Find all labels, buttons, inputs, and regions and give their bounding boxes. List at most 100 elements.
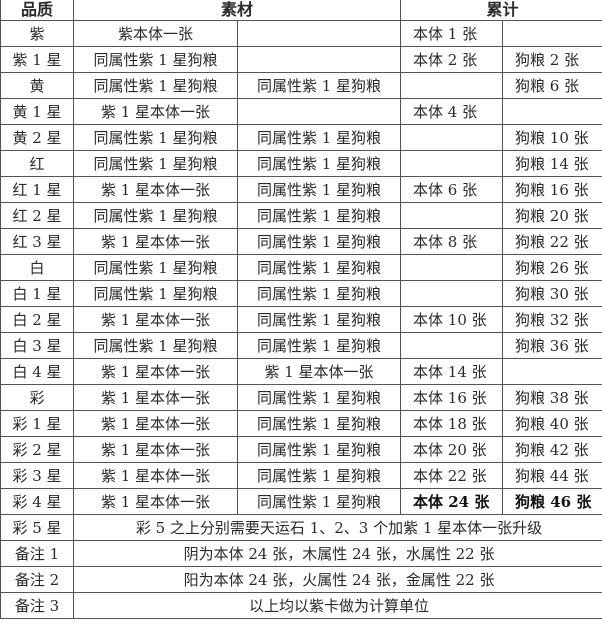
material-1-cell: 紫 1 星本体一张 [73,228,238,255]
total-fodder-cell: 狗粮 6 张 [502,72,602,99]
material-2-cell: 同属性紫 1 星狗粮 [236,384,402,411]
material-1-cell: 紫 1 星本体一张 [73,358,238,385]
quality-cell: 红 1 星 [0,176,74,203]
material-1-cell: 紫 1 星本体一张 [73,384,238,411]
table-row: 白 3 星同属性紫 1 星狗粮 同属性紫 1 星狗粮 狗粮 36 张 [0,332,602,359]
material-1-cell: 同属性紫 1 星狗粮 [73,254,238,281]
total-fodder-cell: 狗粮 2 张 [502,46,602,73]
header-row: 品质 素材 累计 [0,0,602,21]
total-body-cell: 本体 6 张 [400,176,504,203]
material-2-cell: 同属性紫 1 星狗粮 [236,306,402,333]
material-1-cell: 紫 1 星本体一张 [73,176,238,203]
quality-cell: 彩 4 星 [0,488,74,515]
total-body-cell: 本体 24 张 [400,488,504,515]
material-2-cell [236,46,402,73]
material-1-cell: 同属性紫 1 星狗粮 [73,72,238,99]
table-row: 红 2 星同属性紫 1 星狗粮 同属性紫 1 星狗粮 狗粮 20 张 [0,202,602,229]
material-2-cell: 同属性紫 1 星狗粮 [236,462,402,489]
total-body-cell: 本体 8 张 [400,228,504,255]
quality-cell: 红 [0,150,74,177]
total-body-cell [400,254,504,281]
quality-cell: 彩 3 星 [0,462,74,489]
total-fodder-cell: 狗粮 14 张 [502,150,602,177]
table-row: 白同属性紫 1 星狗粮 同属性紫 1 星狗粮 狗粮 26 张 [0,254,602,281]
total-body-cell: 本体 22 张 [400,462,504,489]
total-fodder-cell: 狗粮 20 张 [502,202,602,229]
note-row: 备注 1 阴为本体 24 张，木属性 24 张，水属性 22 张 [0,540,602,567]
material-1-cell: 紫本体一张 [73,20,238,47]
total-body-cell [400,72,504,99]
material-2-cell: 同属性紫 1 星狗粮 [236,488,402,515]
table-row: 彩 1 星紫 1 星本体一张 同属性紫 1 星狗粮 本体 18 张狗粮 40 张 [0,410,602,437]
quality-cell: 彩 2 星 [0,436,74,463]
quality-cell: 黄 [0,72,74,99]
material-1-cell: 同属性紫 1 星狗粮 [73,150,238,177]
table-row: 白 4 星紫 1 星本体一张紫 1 星本体一张 本体 14 张 [0,358,602,385]
material-1-cell: 同属性紫 1 星狗粮 [73,124,238,151]
material-1-cell: 紫 1 星本体一张 [73,436,238,463]
table-row: 白 1 星同属性紫 1 星狗粮 同属性紫 1 星狗粮 狗粮 30 张 [0,280,602,307]
total-fodder-cell: 狗粮 44 张 [502,462,602,489]
total-body-cell: 本体 2 张 [400,46,504,73]
header-materials: 素材 [72,0,402,21]
quality-cell: 白 1 星 [0,280,74,307]
material-1-cell: 紫 1 星本体一张 [73,306,238,333]
total-body-cell: 本体 10 张 [400,306,504,333]
material-2-cell: 同属性紫 1 星狗粮 [236,228,402,255]
header-total: 累计 [400,0,602,21]
total-fodder-cell: 狗粮 22 张 [502,228,602,255]
total-fodder-cell: 狗粮 16 张 [502,176,602,203]
material-2-cell: 同属性紫 1 星狗粮 [236,410,402,437]
note-row: 备注 3 以上均以紫卡做为计算单位 [0,592,602,619]
total-fodder-cell [502,358,602,385]
material-1-cell: 同属性紫 1 星狗粮 [73,280,238,307]
note-label-cell: 备注 3 [0,592,74,619]
note-label-cell: 备注 1 [0,540,74,567]
material-2-cell: 同属性紫 1 星狗粮 [236,176,402,203]
material-1-cell: 紫 1 星本体一张 [73,488,238,515]
material-2-cell: 同属性紫 1 星狗粮 [236,280,402,307]
quality-cell: 彩 [0,384,74,411]
table-row: 紫紫本体一张 本体 1 张 [0,20,602,47]
material-2-cell [236,20,402,47]
note-text-cell: 阴为本体 24 张，木属性 24 张，水属性 22 张 [72,540,602,567]
note-text-cell: 以上均以紫卡做为计算单位 [72,592,602,619]
total-body-cell: 本体 20 张 [400,436,504,463]
table-row: 彩 3 星紫 1 星本体一张 同属性紫 1 星狗粮 本体 22 张狗粮 44 张 [0,462,602,489]
table-row: 黄 2 星同属性紫 1 星狗粮 同属性紫 1 星狗粮 狗粮 10 张 [0,124,602,151]
table-row: 红同属性紫 1 星狗粮 同属性紫 1 星狗粮 狗粮 14 张 [0,150,602,177]
total-fodder-cell [502,20,602,47]
material-1-cell: 紫 1 星本体一张 [73,462,238,489]
table-row: 黄同属性紫 1 星狗粮 同属性紫 1 星狗粮 狗粮 6 张 [0,72,602,99]
material-2-cell [236,98,402,125]
total-fodder-cell: 狗粮 10 张 [502,124,602,151]
total-body-cell [400,332,504,359]
note-row: 彩 5 星彩 5 之上分别需要天运石 1、2、3 个加紫 1 星本体一张升级 [0,514,602,541]
total-fodder-cell: 狗粮 38 张 [502,384,602,411]
material-2-cell: 同属性紫 1 星狗粮 [236,332,402,359]
table-row: 彩紫 1 星本体一张 同属性紫 1 星狗粮 本体 16 张狗粮 38 张 [0,384,602,411]
quality-cell: 白 4 星 [0,358,74,385]
quality-cell: 紫 1 星 [0,46,74,73]
total-fodder-cell: 狗粮 46 张 [502,488,602,515]
total-fodder-cell: 狗粮 40 张 [502,410,602,437]
material-1-cell: 紫 1 星本体一张 [73,410,238,437]
quality-cell: 白 2 星 [0,306,74,333]
quality-cell: 红 2 星 [0,202,74,229]
table-row: 黄 1 星紫 1 星本体一张 本体 4 张 [0,98,602,125]
total-body-cell [400,202,504,229]
quality-cell: 白 [0,254,74,281]
quality-cell: 紫 [0,20,74,47]
material-2-cell: 同属性紫 1 星狗粮 [236,124,402,151]
material-2-cell: 同属性紫 1 星狗粮 [236,436,402,463]
table-row: 红 1 星紫 1 星本体一张 同属性紫 1 星狗粮 本体 6 张狗粮 16 张 [0,176,602,203]
quality-cell: 彩 1 星 [0,410,74,437]
total-body-cell [400,280,504,307]
note-label-cell: 备注 2 [0,566,74,593]
material-2-cell: 同属性紫 1 星狗粮 [236,202,402,229]
note-row: 备注 2 阳为本体 24 张，火属性 24 张，金属性 22 张 [0,566,602,593]
note-label-cell: 彩 5 星 [0,514,74,541]
note-text-cell: 阳为本体 24 张，火属性 24 张，金属性 22 张 [72,566,602,593]
material-2-cell: 同属性紫 1 星狗粮 [236,150,402,177]
